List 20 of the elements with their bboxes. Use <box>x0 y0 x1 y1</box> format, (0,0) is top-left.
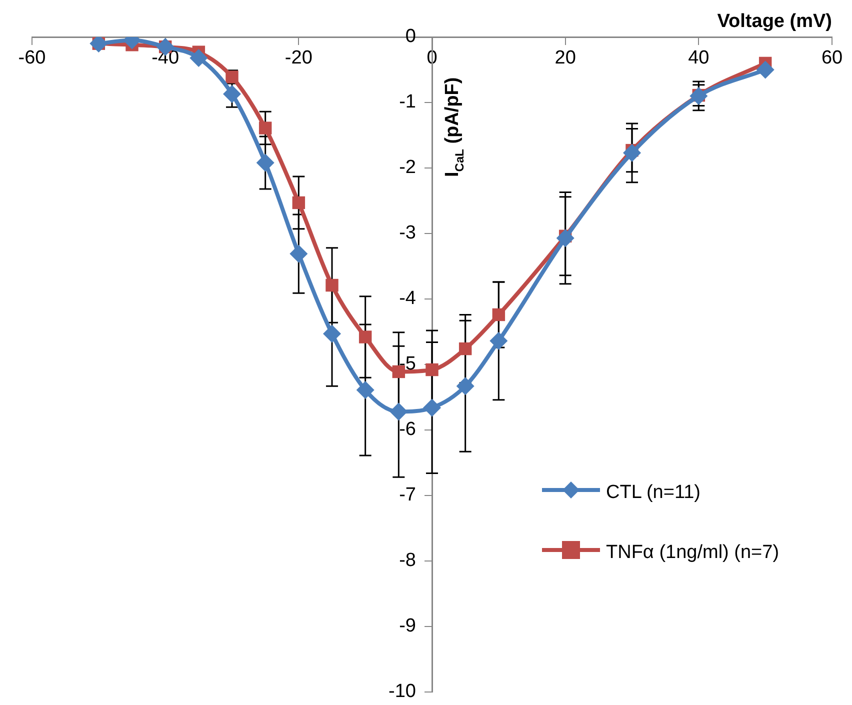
y-axis-title: ICaL (pA/pF) <box>442 77 467 177</box>
x-tick-label: -60 <box>18 48 46 69</box>
x-tick-label: 20 <box>554 48 576 69</box>
y-tick-label: 0 <box>405 26 416 48</box>
y-tick-label: -1 <box>399 92 416 113</box>
y-tick-label: -5 <box>399 354 416 375</box>
x-tick-label: -20 <box>284 48 312 69</box>
y-tick-label: -8 <box>399 550 416 572</box>
legend-label: TNFα (1ng/ml) (n=7) <box>606 540 780 565</box>
x-tick-label: 40 <box>688 48 710 69</box>
y-tick-label: -10 <box>388 681 416 702</box>
y-tick-label: -3 <box>399 222 416 244</box>
y-tick-label: -9 <box>399 616 416 637</box>
legend-label: CTL (n=11) <box>606 481 701 505</box>
x-axis-title: Voltage (mV) <box>717 11 832 32</box>
x-tick-label: 60 <box>821 48 843 69</box>
y-tick-label: -2 <box>399 157 416 178</box>
y-tick-label: -6 <box>399 419 416 440</box>
y-tick-label: -4 <box>399 288 416 310</box>
y-tick-label: -7 <box>399 484 416 506</box>
